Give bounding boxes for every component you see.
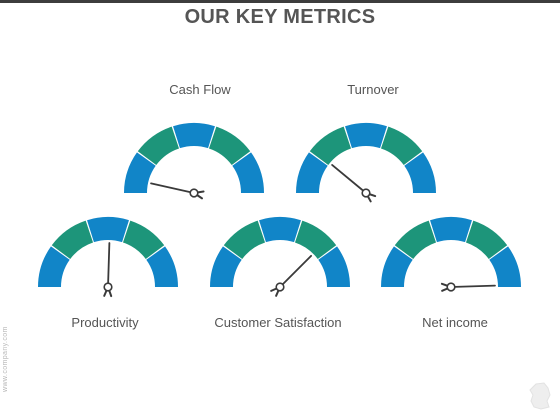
gauge-cash-flow <box>124 122 264 200</box>
gauge-segment <box>223 220 266 259</box>
gauge-segment <box>173 122 215 149</box>
gauge-label-turnover: Turnover <box>347 82 399 97</box>
gauge-hub <box>189 188 199 198</box>
gauge-segment <box>318 246 350 287</box>
gauge-segment <box>381 246 413 287</box>
gauge-segment <box>137 126 180 165</box>
gauge-label-customer-satisfaction: Customer Satisfaction <box>214 315 342 330</box>
gauge-segment <box>122 220 165 259</box>
gauge-needle <box>150 182 195 194</box>
gauge-segment <box>465 220 508 259</box>
gauge-needle <box>107 242 111 288</box>
gauge-segment <box>430 216 472 243</box>
gauge-segment <box>404 152 436 193</box>
gauge-turnover <box>296 122 436 203</box>
gauge-segment <box>394 220 437 259</box>
gauge-segment <box>294 220 337 259</box>
gauge-segment <box>38 246 70 287</box>
gauge-label-productivity: Productivity <box>71 315 139 330</box>
gauge-needle <box>331 164 367 194</box>
gauge-label-cash-flow: Cash Flow <box>169 82 231 97</box>
gauge-net-income <box>381 216 521 292</box>
website-text: www.company.com <box>2 326 9 392</box>
gauge-segment <box>259 216 301 243</box>
top-rule <box>0 0 560 3</box>
logo-placeholder-icon <box>529 382 551 410</box>
gauge-label-net-income: Net income <box>422 315 488 330</box>
gauge-needle <box>279 254 313 288</box>
gauge-segment <box>87 216 129 243</box>
gauge-segment <box>208 126 251 165</box>
gauge-customer-satisfaction <box>209 216 350 297</box>
gauge-productivity <box>38 216 178 298</box>
gauge-hub <box>103 282 113 292</box>
gauge-needle <box>450 284 496 288</box>
gauge-segment <box>209 246 242 287</box>
gauge-segment <box>232 152 264 193</box>
gauge-hub <box>275 282 285 292</box>
gauge-segment <box>146 246 178 287</box>
gauge-segment <box>345 122 387 149</box>
gauge-segment <box>124 152 156 193</box>
gauge-segment <box>380 126 423 165</box>
gauge-segment <box>489 246 521 287</box>
gauge-hub <box>361 188 371 198</box>
page-title: OUR KEY METRICS <box>184 6 376 28</box>
gauge-segment <box>51 220 94 259</box>
gauge-hub <box>446 282 456 292</box>
gauge-segment <box>309 126 352 165</box>
gauge-segment <box>296 152 328 193</box>
